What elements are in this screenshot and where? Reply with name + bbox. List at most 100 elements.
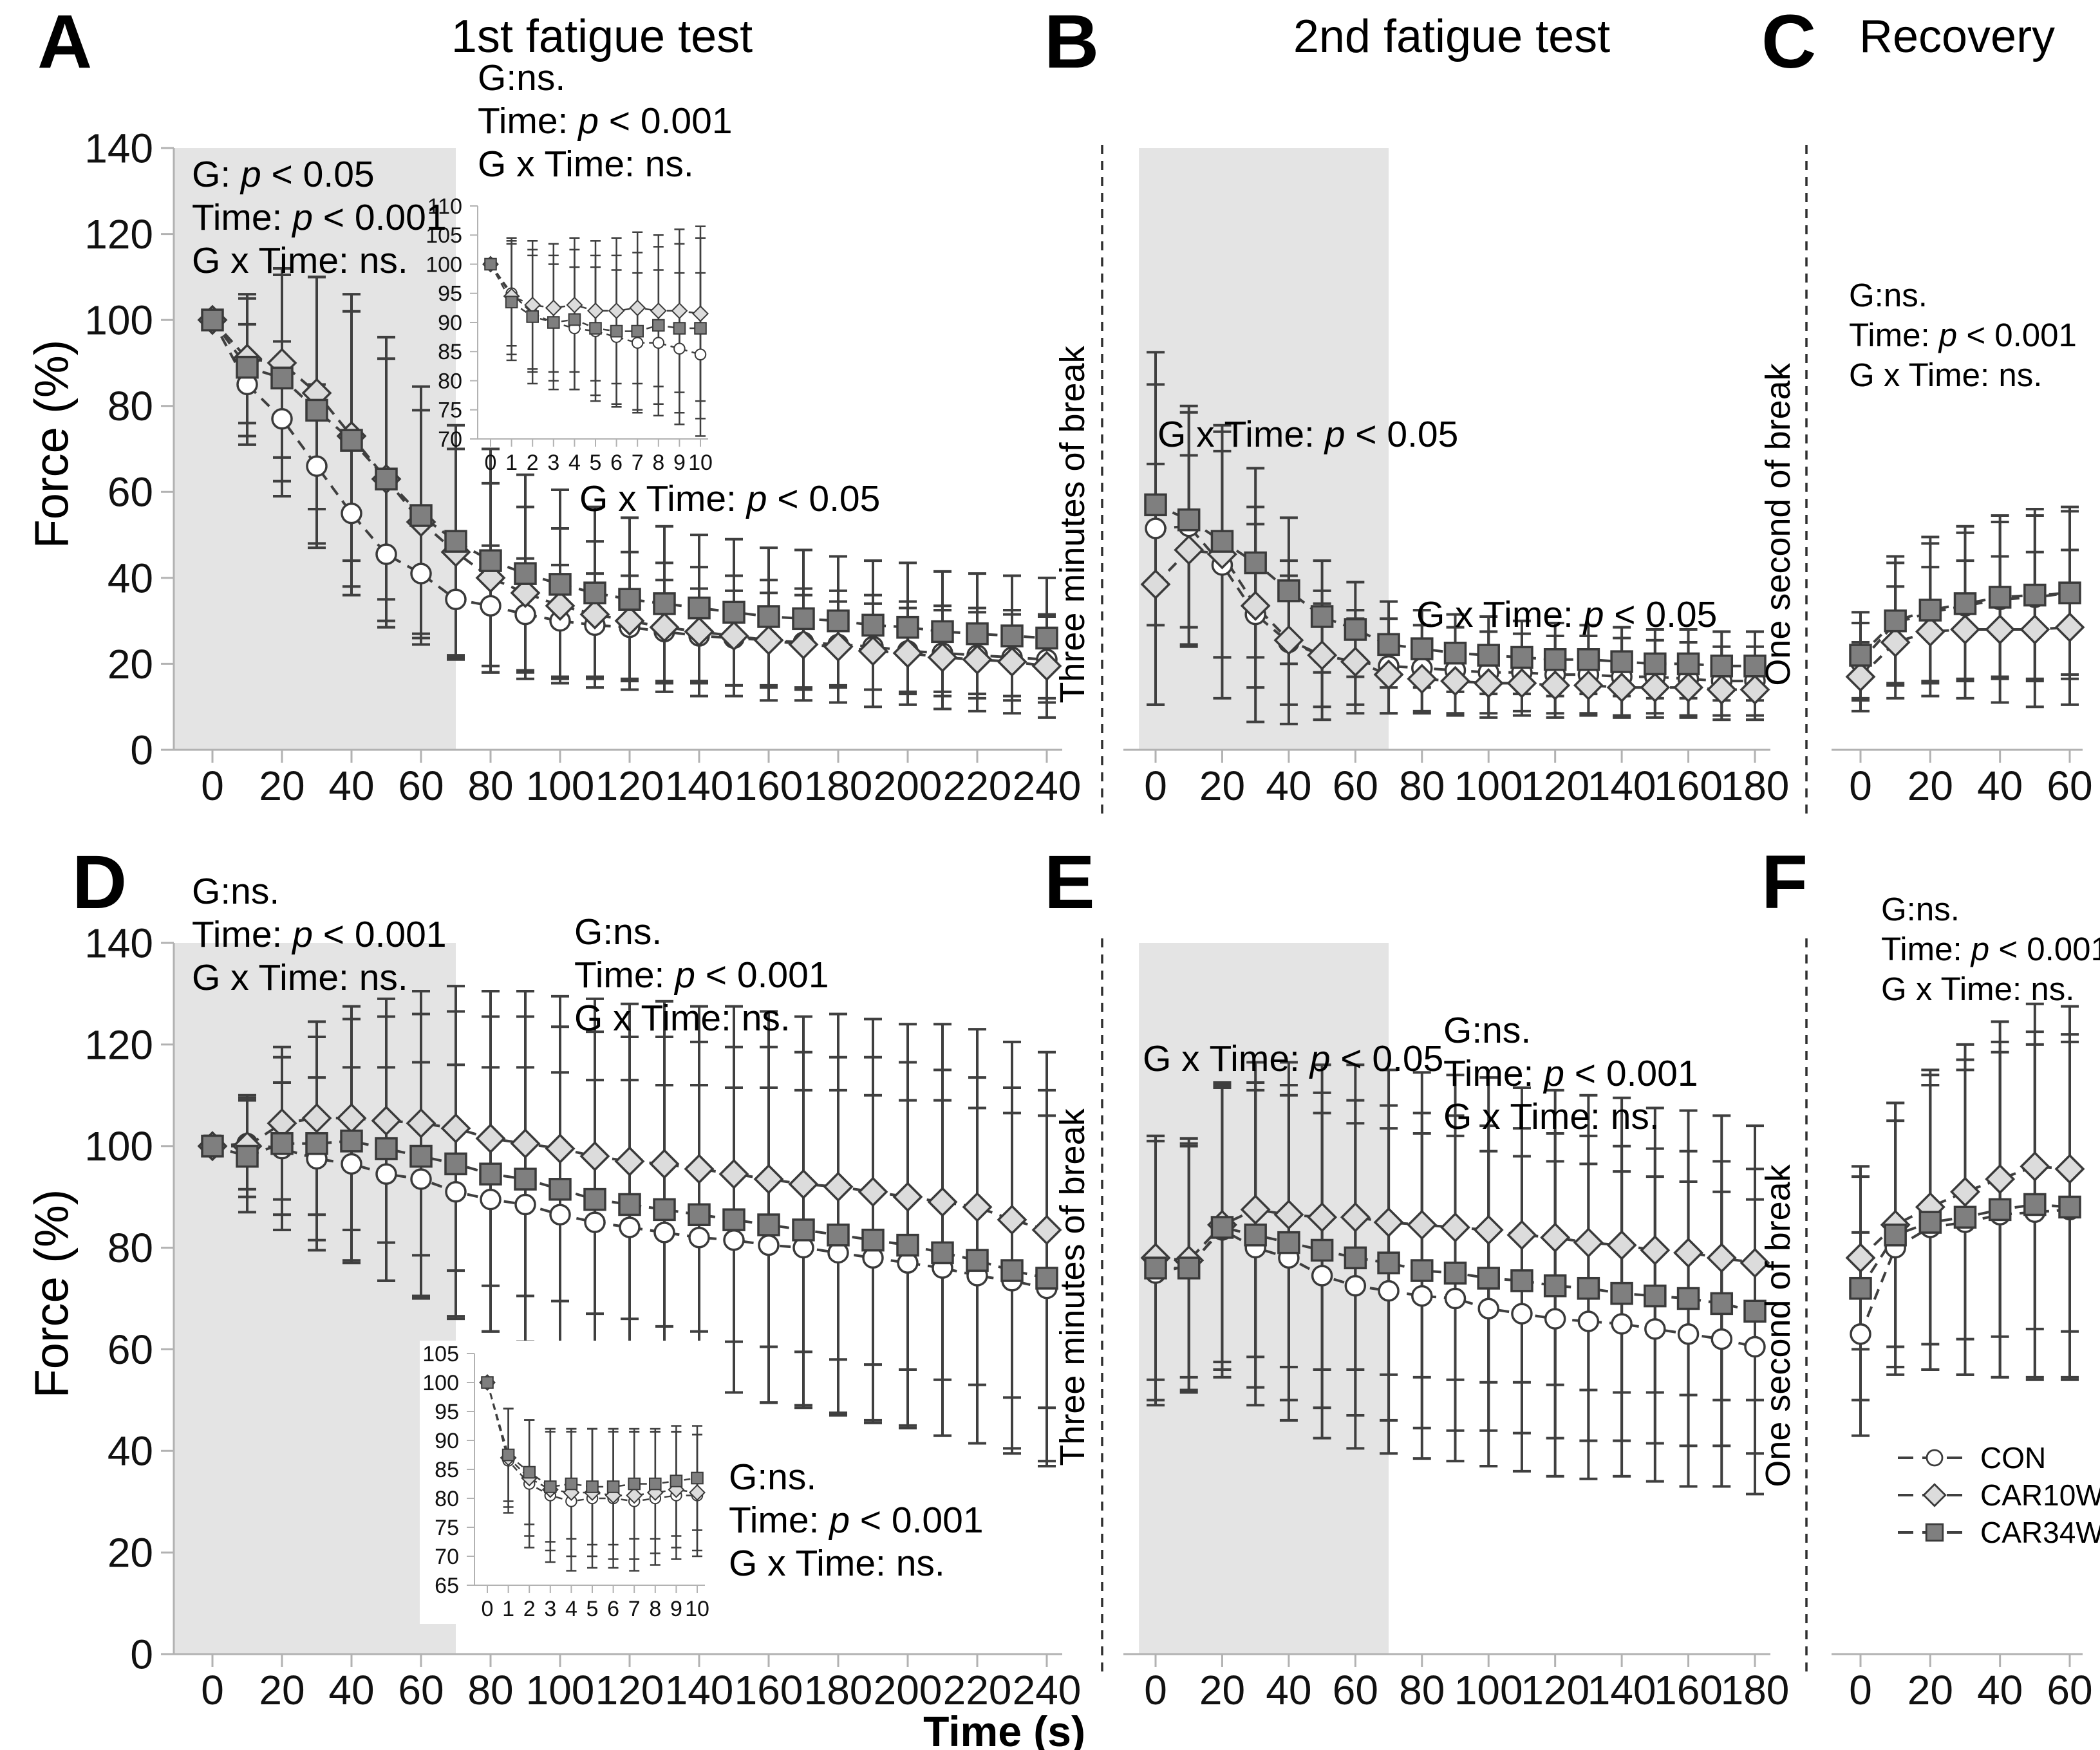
panel-e-shade-note: G x Time: p < 0.05: [1143, 1038, 1444, 1079]
x-tick-label: 2: [527, 451, 539, 475]
marker-diamond: [997, 646, 1027, 677]
marker-diamond: [788, 629, 819, 660]
x-tick-label: 4: [568, 451, 581, 475]
x-tick-label: 40: [1977, 763, 2023, 809]
marker-diamond: [753, 625, 784, 656]
marker-diamond: [1606, 672, 1637, 703]
panel-d-mid-stats: G:ns. Time: p < 0.001 G x Time: ns.: [574, 911, 829, 1040]
marker-circle: [271, 408, 293, 430]
marker-diamond: [1407, 664, 1438, 694]
marker-circle: [1344, 1275, 1367, 1297]
marker-circle: [341, 1153, 362, 1175]
marker-diamond: [2020, 614, 2050, 645]
marker-square: [1144, 493, 1167, 517]
marker-square: [653, 592, 676, 615]
marker-square: [1344, 618, 1367, 641]
marker-square: [409, 504, 433, 527]
y-tick-label: 90: [435, 1429, 459, 1453]
marker-diamond: [1340, 646, 1371, 677]
y-tick-label: 70: [435, 1545, 459, 1569]
marker-circle: [1411, 1285, 1433, 1307]
marker-diamond: [684, 1153, 715, 1184]
break-label-three-minutes-row2: Three minutes of break: [1053, 1108, 1092, 1466]
panel-c-letter: C: [1761, 0, 1817, 84]
panel-a-letter: A: [37, 0, 93, 84]
marker-diamond: [1506, 668, 1537, 698]
x-tick-label: 120: [595, 763, 664, 809]
marker-circle: [306, 455, 328, 477]
panel-d-inset-stats: G:ns. Time: p < 0.001 G x Time: ns.: [729, 1456, 984, 1585]
marker-circle: [1711, 1328, 1733, 1350]
y-tick-label: 95: [435, 1400, 459, 1424]
marker-square: [1144, 1256, 1167, 1280]
y-tick-label: 105: [426, 223, 462, 248]
column-title-first-fatigue: 1st fatigue test: [451, 11, 753, 62]
marker-square: [1918, 1211, 1942, 1234]
marker-circle: [652, 337, 665, 349]
marker-diamond: [689, 1484, 706, 1501]
legend-label-car34w: CAR34W: [1980, 1516, 2100, 1549]
marker-diamond: [1540, 1222, 1571, 1253]
y-tick-label: 40: [108, 1428, 153, 1475]
marker-square: [505, 295, 518, 309]
x-tick-label: 7: [632, 451, 644, 475]
y-tick-label: 140: [84, 125, 153, 171]
marker-diamond: [371, 1105, 402, 1136]
marker-diamond: [1340, 1202, 1371, 1233]
marker-circle: [480, 1188, 502, 1211]
marker-square: [565, 1477, 578, 1491]
marker-circle: [1311, 1265, 1333, 1287]
stats-line: G:ns.: [192, 871, 280, 912]
marker-square: [966, 622, 989, 646]
x-tick-label: 0: [482, 1597, 494, 1621]
marker-square: [691, 1471, 704, 1485]
x-tick-label: 20: [1199, 763, 1245, 809]
marker-square: [586, 1480, 599, 1493]
marker-square: [1849, 644, 1872, 667]
marker-square: [409, 1144, 433, 1168]
stats-line: G:ns.: [1443, 1010, 1532, 1051]
y-tick-label: 60: [108, 1326, 153, 1373]
panel-b-interaction-note: G x Time: p < 0.05: [1416, 594, 1718, 635]
x-tick-label: 4: [565, 1597, 577, 1621]
x-tick-label: 80: [467, 763, 513, 809]
marker-square: [1710, 655, 1734, 678]
panel-A: 0 20 40 60 80 100 120 140 160 180 200 220 2400204060…: [84, 125, 1081, 809]
panel-a-inset-stats: G:ns. Time: p < 0.001 G x Time: ns.: [478, 57, 733, 186]
panel-b-letter: B: [1044, 0, 1100, 84]
marker-diamond: [545, 299, 562, 317]
marker-diamond: [1307, 1202, 1338, 1233]
marker-diamond: [2054, 1153, 2085, 1184]
marker-square: [481, 1376, 494, 1389]
marker-square: [1277, 579, 1300, 602]
y-tick-label: 75: [435, 1516, 459, 1540]
x-tick-label: 100: [526, 763, 595, 809]
series-markers-CAR10W: [1845, 612, 2085, 692]
marker-diamond: [858, 1177, 888, 1207]
marker-square: [1210, 1216, 1234, 1239]
marker-diamond: [1673, 672, 1704, 703]
y-tick-label: 0: [130, 727, 153, 773]
marker-diamond: [1640, 1235, 1671, 1265]
marker-circle: [375, 543, 397, 565]
y-tick-label: 140: [84, 920, 153, 966]
marker-square: [1543, 1274, 1567, 1298]
errorbars-CAR34W: [1147, 1081, 1764, 1455]
marker-diamond: [1174, 534, 1205, 565]
marker-diamond: [650, 302, 667, 319]
marker-square: [618, 1193, 641, 1216]
x-tick-label: 100: [1454, 763, 1523, 809]
stats-line: Time: p < 0.001: [729, 1500, 984, 1541]
panel-b-shade-note: G x Time: p < 0.05: [1158, 414, 1459, 455]
x-tick-label: 40: [1266, 763, 1311, 809]
marker-circle: [694, 348, 707, 361]
x-tick-label: 7: [628, 1597, 641, 1621]
marker-diamond: [1573, 670, 1604, 701]
marker-diamond: [614, 1146, 645, 1177]
marker-circle: [445, 1181, 467, 1203]
x-tick-label: 80: [1399, 763, 1445, 809]
marker-diamond: [1140, 569, 1171, 600]
marker-circle: [445, 588, 467, 610]
marker-square: [514, 1168, 537, 1191]
x-tick-label: 60: [2047, 763, 2092, 809]
